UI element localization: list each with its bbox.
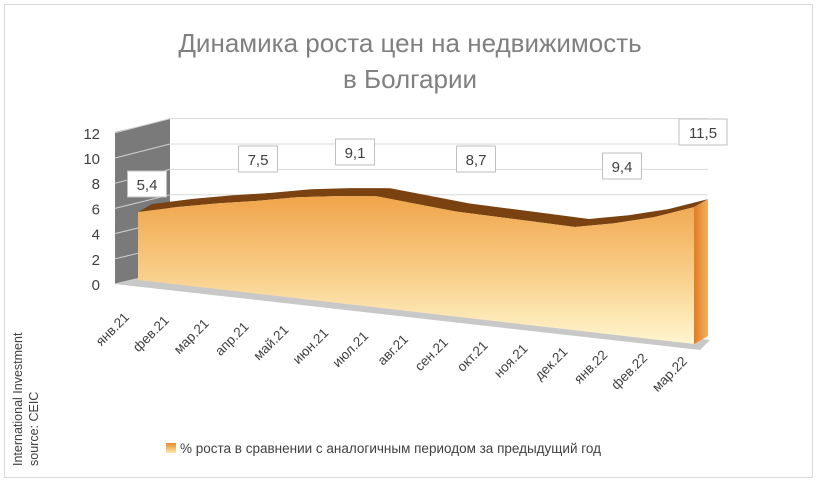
data-label-text: 5,4 <box>137 177 158 194</box>
y-tick-label: 12 <box>83 126 100 143</box>
x-tick-label: сен.21 <box>412 335 451 374</box>
source-line2: source: CEIC <box>27 392 41 466</box>
data-label-text: 11,5 <box>689 125 717 142</box>
x-tick-label: окт.21 <box>454 338 491 375</box>
x-tick-label: дек.21 <box>532 344 571 383</box>
data-label-box <box>602 152 642 180</box>
area-top-ridge <box>138 188 708 227</box>
y-axis-ticks: 0 2 4 6 8 10 12 <box>83 126 100 294</box>
y-tick-label: 8 <box>92 176 100 193</box>
data-label: 9,4 <box>602 152 642 180</box>
x-tick-label: мар.22 <box>649 354 690 395</box>
x-tick-label: янв.22 <box>571 347 610 386</box>
x-tick-label: апр.21 <box>212 319 252 359</box>
chart-title-line2: в Болгарии <box>343 64 477 94</box>
data-label: 9,1 <box>335 138 375 166</box>
data-label-text: 9,4 <box>612 159 633 176</box>
x-tick-label: авг.21 <box>375 332 412 369</box>
legend-swatch <box>166 443 176 453</box>
gridline-side <box>114 118 171 134</box>
x-tick-label: мар.21 <box>171 316 212 357</box>
area-series <box>138 188 708 344</box>
y-tick-label: 6 <box>92 201 100 218</box>
x-tick-label: май.21 <box>250 322 291 363</box>
y-tick-label: 0 <box>92 277 100 294</box>
area-front-face <box>138 196 694 344</box>
data-label-text: 7,5 <box>248 152 269 169</box>
y-tick-label: 4 <box>92 227 100 244</box>
x-tick-label: ноя.21 <box>491 341 531 381</box>
data-label-box <box>127 170 167 198</box>
data-label-box <box>238 145 278 173</box>
data-label-box <box>456 145 496 173</box>
chart-title-line1: Динамика роста цен на недвижимость <box>178 28 641 58</box>
data-label-text: 9,1 <box>345 145 366 162</box>
x-tick-label: янв.21 <box>93 310 132 349</box>
x-tick-label: июл.21 <box>330 328 372 370</box>
data-label: 11,5 <box>678 118 728 146</box>
x-tick-label: июн.21 <box>290 325 332 367</box>
x-tick-label: фев.21 <box>130 313 172 355</box>
chart-frame <box>4 4 813 478</box>
x-tick-label: фев.22 <box>608 350 650 392</box>
data-label: 5,4 <box>127 170 167 198</box>
data-labels: 5,4 7,5 9,1 8,7 9,4 11,5 <box>127 118 728 198</box>
data-label-box <box>678 118 728 146</box>
source-line1: International Investment <box>11 332 25 466</box>
area-right-face <box>694 199 708 344</box>
y-tick-label: 10 <box>83 151 100 168</box>
legend-label: % роста в сравнении с аналогичным период… <box>180 441 601 456</box>
y-tick-label: 2 <box>92 252 100 269</box>
data-label: 7,5 <box>238 145 278 173</box>
data-label-box <box>335 138 375 166</box>
data-label: 8,7 <box>456 145 496 173</box>
gridline-side <box>114 143 171 159</box>
data-label-text: 8,7 <box>466 152 487 169</box>
